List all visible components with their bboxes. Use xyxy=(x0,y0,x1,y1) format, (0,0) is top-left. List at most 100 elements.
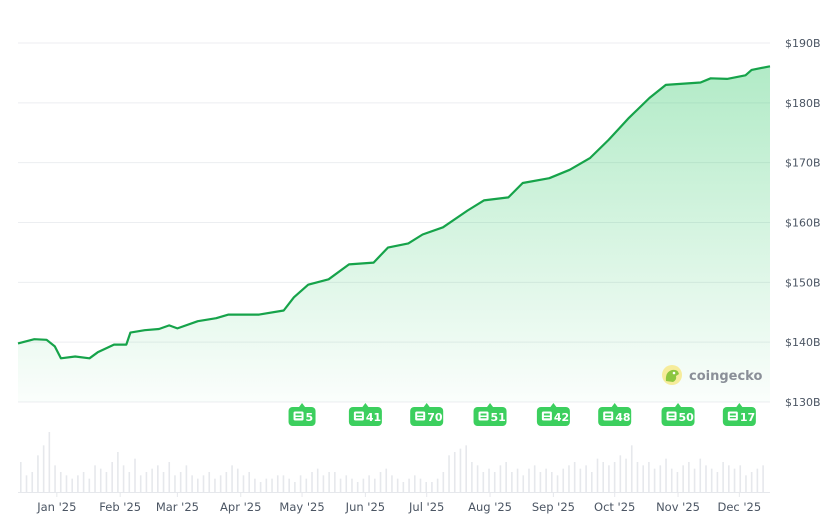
volume-bar xyxy=(328,472,330,492)
volume-bar xyxy=(402,482,405,492)
volume-bar xyxy=(413,475,416,492)
volume-bar xyxy=(585,465,587,492)
volume-bar xyxy=(162,472,165,492)
volume-bar xyxy=(533,465,536,492)
newspaper-icon xyxy=(293,411,304,421)
volume-bar xyxy=(556,475,559,492)
news-marker[interactable]: 48 xyxy=(598,403,632,426)
volume-bar xyxy=(602,462,605,492)
news-marker-pointer xyxy=(487,403,494,407)
newspaper-icon-line xyxy=(668,413,675,416)
newspaper-icon-body xyxy=(415,411,426,421)
newspaper-icon-line xyxy=(729,417,736,419)
newspaper-icon-body xyxy=(541,411,552,421)
newspaper-icon-line xyxy=(295,417,302,419)
volume-bar xyxy=(99,468,102,492)
news-marker-pointer xyxy=(611,403,618,407)
volume-bar xyxy=(408,478,410,492)
volume-bar xyxy=(157,465,159,492)
news-marker[interactable]: 51 xyxy=(473,403,507,426)
newspaper-icon-body xyxy=(666,411,677,421)
volume-bar xyxy=(334,472,336,492)
x-tick-label: Jun '25 xyxy=(345,500,385,514)
newspaper-icon-line xyxy=(417,417,424,419)
y-tick-label: $160B xyxy=(785,217,821,230)
volume-bar xyxy=(488,468,490,492)
volume-bar xyxy=(65,475,68,492)
y-tick-label: $150B xyxy=(785,276,821,289)
volume-bar xyxy=(362,478,365,492)
gecko-eye xyxy=(672,371,676,375)
volume-bar xyxy=(122,465,125,492)
news-marker[interactable]: 50 xyxy=(661,403,695,426)
news-marker-pointer xyxy=(362,403,369,407)
news-marker-pointer xyxy=(299,403,306,407)
volume-bar xyxy=(722,462,724,492)
volume-bar xyxy=(105,472,108,492)
y-tick-label: $140B xyxy=(785,336,821,349)
news-count: 50 xyxy=(679,411,695,424)
newspaper-icon xyxy=(727,411,738,421)
newspaper-icon xyxy=(541,411,552,421)
volume-bar xyxy=(705,465,707,492)
volume-bar xyxy=(670,468,673,492)
volume-bar xyxy=(762,465,764,492)
volume-bar xyxy=(499,465,502,492)
volume-bar xyxy=(345,475,348,492)
newspaper-icon-line xyxy=(605,413,612,416)
x-tick-label: Dec '25 xyxy=(717,500,761,514)
news-marker[interactable]: 41 xyxy=(348,403,382,426)
newspaper-icon xyxy=(478,411,489,421)
volume-bar xyxy=(174,475,176,492)
volume-bar xyxy=(48,432,51,492)
newspaper-icon-line xyxy=(543,417,550,419)
volume-bar xyxy=(665,458,667,492)
news-count: 42 xyxy=(554,411,569,424)
volume-bar xyxy=(436,478,439,492)
volume-bar xyxy=(431,482,433,492)
newspaper-icon-line xyxy=(605,417,612,419)
volume-bar xyxy=(59,472,62,492)
volume-bar xyxy=(482,472,485,492)
volume-bar xyxy=(710,468,713,492)
news-marker[interactable]: 42 xyxy=(536,403,570,426)
volume-bar xyxy=(391,475,393,492)
y-tick-label: $180B xyxy=(785,97,821,110)
newspaper-icon xyxy=(666,411,677,421)
newspaper-icon-line xyxy=(668,417,675,419)
volume-bar xyxy=(179,472,182,492)
news-marker[interactable]: 70 xyxy=(410,403,444,426)
volume-bar xyxy=(739,465,742,492)
volume-bar xyxy=(728,465,730,492)
news-marker-pointer xyxy=(550,403,557,407)
volume-bar xyxy=(693,468,696,492)
volume-bar xyxy=(316,468,319,492)
volume-bar xyxy=(648,462,650,492)
volume-bar xyxy=(699,458,702,492)
volume-bar xyxy=(276,475,279,492)
newspaper-icon xyxy=(415,411,426,421)
volume-bar xyxy=(151,468,153,492)
volume-bar xyxy=(37,455,39,492)
volume-bar xyxy=(396,478,399,492)
x-tick-label: May '25 xyxy=(279,500,324,514)
news-marker[interactable]: 17 xyxy=(722,403,756,426)
volume-bar xyxy=(545,468,547,492)
volume-bar xyxy=(214,478,216,492)
volume-bar xyxy=(128,472,131,492)
volume-bar xyxy=(191,475,193,492)
news-marker[interactable]: 5 xyxy=(288,403,316,426)
volume-bar xyxy=(465,445,467,492)
x-axis: Jan '25 Feb '25 Mar '25 Apr '25 May '25 Jun '… xyxy=(36,492,761,514)
volume-bar xyxy=(82,472,85,492)
volume-bar xyxy=(682,465,684,492)
gecko-head-shape xyxy=(665,369,679,382)
volume-bar xyxy=(596,458,599,492)
newspaper-icon-line xyxy=(355,413,362,416)
newspaper-icon-body xyxy=(478,411,489,421)
volume-bar xyxy=(231,465,233,492)
news-count: 5 xyxy=(306,411,314,424)
volume-bar xyxy=(322,475,325,492)
volume-bar xyxy=(88,478,91,492)
